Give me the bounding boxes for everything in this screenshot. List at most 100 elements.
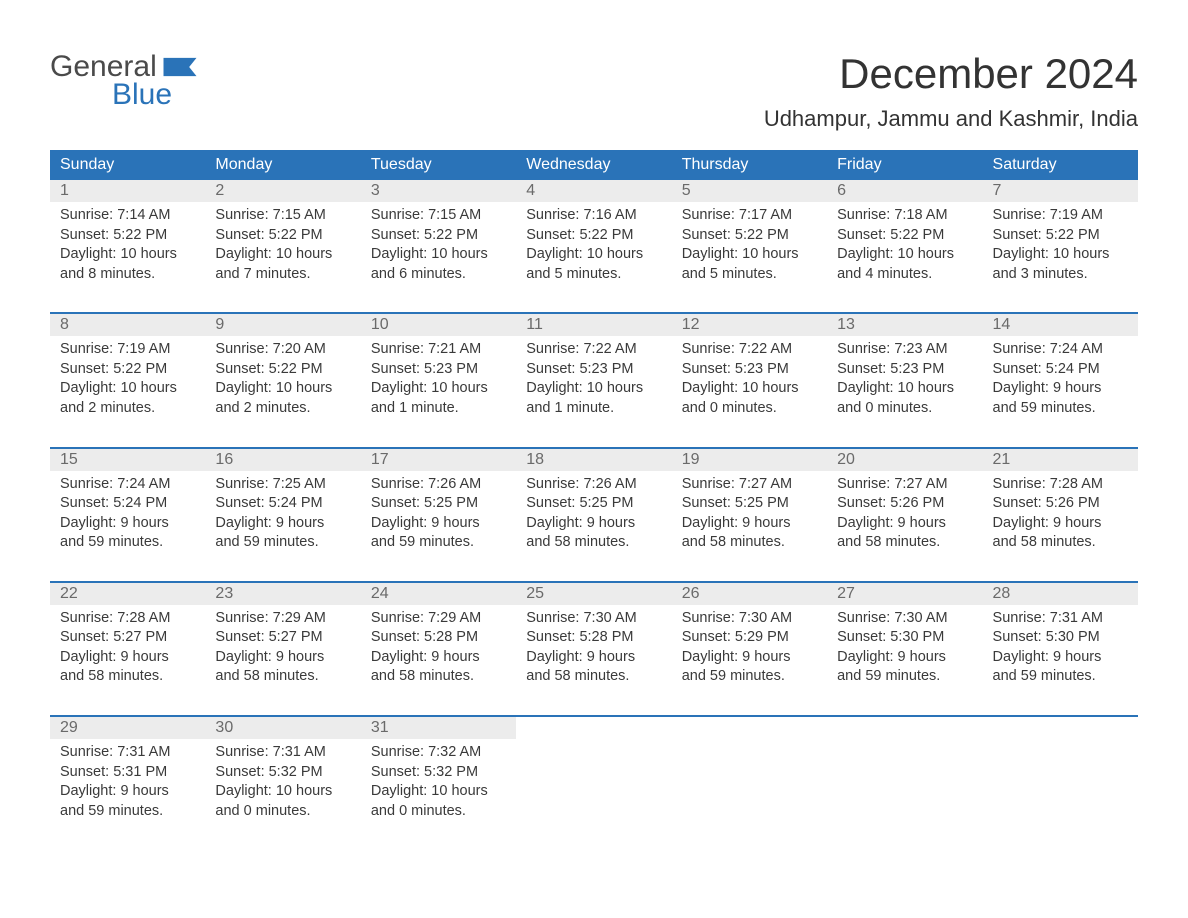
day-number-cell: 27 [827,582,982,605]
cell-sunset: Sunset: 5:23 PM [526,360,661,380]
day-number-cell [672,716,827,739]
cell-sunset: Sunset: 5:31 PM [60,763,195,783]
calendar-table: Sunday Monday Tuesday Wednesday Thursday… [50,150,1138,849]
day-data-cell [827,739,982,849]
cell-daylight1: Daylight: 9 hours [371,514,506,534]
cell-daylight2: and 4 minutes. [837,265,972,285]
day-number-cell: 9 [205,313,360,336]
cell-sunset: Sunset: 5:26 PM [837,494,972,514]
cell-daylight1: Daylight: 10 hours [60,245,195,265]
day-number-cell: 1 [50,180,205,202]
cell-sunset: Sunset: 5:28 PM [371,628,506,648]
cell-daylight2: and 58 minutes. [993,533,1128,553]
day-number-cell [827,716,982,739]
cell-daylight2: and 59 minutes. [993,667,1128,687]
day-number-cell: 30 [205,716,360,739]
cell-sunset: Sunset: 5:32 PM [371,763,506,783]
day-data-row: Sunrise: 7:28 AMSunset: 5:27 PMDaylight:… [50,605,1138,716]
cell-sunrise: Sunrise: 7:25 AM [215,475,350,495]
cell-sunrise: Sunrise: 7:15 AM [215,206,350,226]
day-number-cell: 16 [205,448,360,471]
day-number-cell: 17 [361,448,516,471]
cell-sunrise: Sunrise: 7:31 AM [215,743,350,763]
day-number-row: 15161718192021 [50,448,1138,471]
cell-sunrise: Sunrise: 7:24 AM [993,340,1128,360]
day-data-row: Sunrise: 7:24 AMSunset: 5:24 PMDaylight:… [50,471,1138,582]
day-data-cell: Sunrise: 7:30 AMSunset: 5:29 PMDaylight:… [672,605,827,716]
cell-daylight2: and 59 minutes. [215,533,350,553]
cell-sunset: Sunset: 5:23 PM [837,360,972,380]
cell-daylight1: Daylight: 9 hours [60,514,195,534]
cell-daylight1: Daylight: 9 hours [526,648,661,668]
day-data-cell: Sunrise: 7:25 AMSunset: 5:24 PMDaylight:… [205,471,360,582]
cell-daylight1: Daylight: 9 hours [60,648,195,668]
cell-sunset: Sunset: 5:22 PM [993,226,1128,246]
cell-daylight2: and 0 minutes. [215,802,350,822]
day-data-cell: Sunrise: 7:27 AMSunset: 5:25 PMDaylight:… [672,471,827,582]
day-number-cell: 8 [50,313,205,336]
cell-sunrise: Sunrise: 7:14 AM [60,206,195,226]
cell-daylight1: Daylight: 10 hours [526,245,661,265]
cell-daylight1: Daylight: 10 hours [371,782,506,802]
cell-sunrise: Sunrise: 7:30 AM [526,609,661,629]
day-data-cell: Sunrise: 7:21 AMSunset: 5:23 PMDaylight:… [361,336,516,447]
cell-sunset: Sunset: 5:26 PM [993,494,1128,514]
day-data-cell: Sunrise: 7:28 AMSunset: 5:27 PMDaylight:… [50,605,205,716]
cell-sunrise: Sunrise: 7:19 AM [993,206,1128,226]
cell-sunrise: Sunrise: 7:16 AM [526,206,661,226]
day-number-cell: 10 [361,313,516,336]
cell-sunrise: Sunrise: 7:15 AM [371,206,506,226]
cell-daylight1: Daylight: 9 hours [993,514,1128,534]
day-data-cell [672,739,827,849]
day-number-cell: 21 [983,448,1138,471]
day-number-cell: 24 [361,582,516,605]
cell-daylight1: Daylight: 10 hours [371,245,506,265]
cell-daylight2: and 58 minutes. [526,667,661,687]
cell-daylight2: and 58 minutes. [526,533,661,553]
cell-daylight2: and 58 minutes. [837,533,972,553]
weekday-header: Wednesday [516,150,671,180]
cell-sunset: Sunset: 5:22 PM [682,226,817,246]
cell-daylight2: and 5 minutes. [526,265,661,285]
cell-sunrise: Sunrise: 7:17 AM [682,206,817,226]
cell-sunset: Sunset: 5:22 PM [526,226,661,246]
cell-daylight1: Daylight: 10 hours [682,245,817,265]
cell-sunrise: Sunrise: 7:22 AM [682,340,817,360]
cell-daylight1: Daylight: 9 hours [215,648,350,668]
cell-sunset: Sunset: 5:22 PM [215,360,350,380]
day-data-cell: Sunrise: 7:24 AMSunset: 5:24 PMDaylight:… [983,336,1138,447]
cell-sunset: Sunset: 5:29 PM [682,628,817,648]
cell-sunset: Sunset: 5:32 PM [215,763,350,783]
cell-sunrise: Sunrise: 7:18 AM [837,206,972,226]
cell-daylight2: and 59 minutes. [371,533,506,553]
cell-sunset: Sunset: 5:24 PM [60,494,195,514]
cell-sunrise: Sunrise: 7:24 AM [60,475,195,495]
day-number-cell: 15 [50,448,205,471]
weekday-header: Tuesday [361,150,516,180]
day-data-cell: Sunrise: 7:19 AMSunset: 5:22 PMDaylight:… [50,336,205,447]
cell-daylight1: Daylight: 9 hours [526,514,661,534]
cell-sunset: Sunset: 5:22 PM [371,226,506,246]
cell-daylight2: and 5 minutes. [682,265,817,285]
day-number-cell: 5 [672,180,827,202]
day-data-cell: Sunrise: 7:30 AMSunset: 5:28 PMDaylight:… [516,605,671,716]
cell-sunrise: Sunrise: 7:27 AM [682,475,817,495]
cell-daylight1: Daylight: 10 hours [60,379,195,399]
weekday-header: Saturday [983,150,1138,180]
cell-sunrise: Sunrise: 7:30 AM [837,609,972,629]
cell-daylight1: Daylight: 10 hours [682,379,817,399]
cell-sunrise: Sunrise: 7:32 AM [371,743,506,763]
cell-sunset: Sunset: 5:28 PM [526,628,661,648]
cell-daylight1: Daylight: 9 hours [682,514,817,534]
day-data-cell: Sunrise: 7:30 AMSunset: 5:30 PMDaylight:… [827,605,982,716]
cell-daylight1: Daylight: 10 hours [371,379,506,399]
cell-daylight2: and 0 minutes. [371,802,506,822]
cell-sunrise: Sunrise: 7:26 AM [526,475,661,495]
day-number-cell: 20 [827,448,982,471]
cell-daylight2: and 59 minutes. [60,533,195,553]
cell-daylight2: and 59 minutes. [993,399,1128,419]
cell-daylight2: and 1 minute. [526,399,661,419]
cell-sunrise: Sunrise: 7:19 AM [60,340,195,360]
cell-sunset: Sunset: 5:23 PM [371,360,506,380]
day-data-cell: Sunrise: 7:29 AMSunset: 5:27 PMDaylight:… [205,605,360,716]
